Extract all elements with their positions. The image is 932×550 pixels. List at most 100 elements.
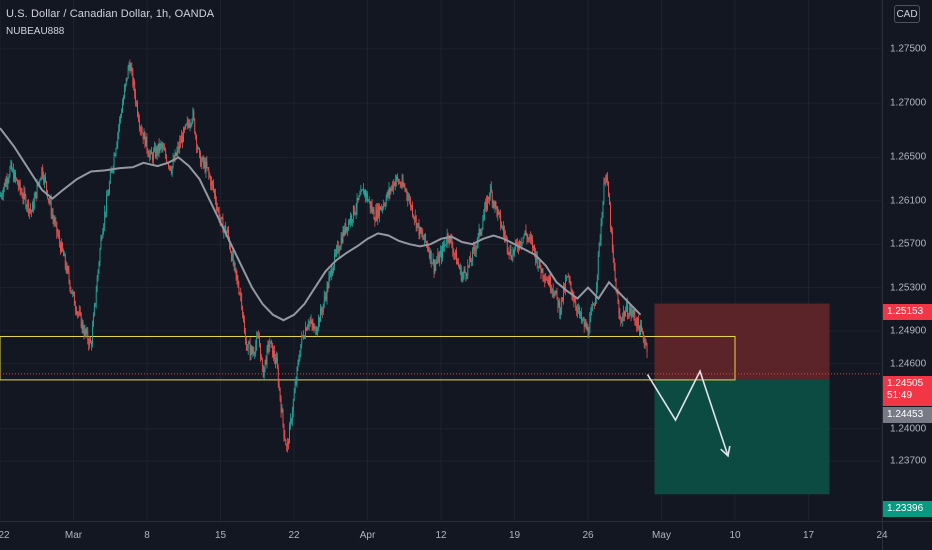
candle xyxy=(270,340,272,344)
candle xyxy=(199,147,200,159)
candle xyxy=(496,205,498,218)
candle xyxy=(287,437,289,453)
candle xyxy=(81,318,83,334)
candle xyxy=(537,266,539,272)
candle xyxy=(455,249,457,260)
author-name[interactable]: NUBEAU888 xyxy=(6,26,65,37)
candle xyxy=(489,183,491,201)
candle xyxy=(484,202,486,221)
candle xyxy=(183,126,184,143)
candle xyxy=(524,230,526,236)
candle xyxy=(1,192,2,200)
candle xyxy=(68,265,70,285)
candle xyxy=(305,326,307,332)
candle xyxy=(366,190,367,202)
candle xyxy=(414,209,416,223)
candle xyxy=(640,319,641,336)
candle xyxy=(382,199,384,211)
candle xyxy=(347,226,349,237)
candle xyxy=(119,116,121,132)
candle xyxy=(546,276,548,281)
candle xyxy=(263,366,265,379)
candle xyxy=(531,233,533,245)
candle xyxy=(355,203,357,219)
candle xyxy=(634,308,636,326)
time-tick-label: 8 xyxy=(144,530,150,541)
candle xyxy=(255,339,257,357)
candle xyxy=(274,345,275,365)
candle xyxy=(397,178,399,185)
candle xyxy=(461,271,463,283)
candle xyxy=(188,119,190,129)
currency-button[interactable]: CAD xyxy=(894,5,920,23)
candle xyxy=(398,178,400,184)
candle xyxy=(590,307,592,323)
candle xyxy=(49,196,51,205)
candle xyxy=(151,146,153,155)
candle xyxy=(360,184,362,195)
candle xyxy=(58,229,60,239)
candle xyxy=(345,218,347,235)
candle xyxy=(641,327,643,335)
candle xyxy=(291,406,293,426)
candle xyxy=(24,187,26,200)
candle xyxy=(433,259,435,279)
candle xyxy=(31,201,33,213)
candle xyxy=(610,201,611,232)
candle xyxy=(405,187,407,193)
candle xyxy=(307,319,309,330)
candle xyxy=(283,423,285,442)
candle xyxy=(158,138,160,158)
candle xyxy=(479,228,481,238)
candle xyxy=(567,272,569,278)
candle xyxy=(465,271,467,282)
candle xyxy=(601,211,603,227)
candle xyxy=(101,234,103,241)
candle xyxy=(464,266,466,273)
candle xyxy=(613,257,615,271)
candle xyxy=(128,61,130,71)
candle xyxy=(614,262,616,282)
price-tick-label: 1.23700 xyxy=(890,455,927,467)
candle xyxy=(138,111,139,123)
candle xyxy=(311,319,313,331)
candle xyxy=(384,202,386,210)
candle xyxy=(32,198,34,214)
candle xyxy=(450,233,452,244)
candle xyxy=(533,245,534,251)
candle xyxy=(299,350,301,362)
candle xyxy=(309,316,311,327)
candle xyxy=(306,324,308,331)
candle xyxy=(549,271,551,294)
candle xyxy=(190,122,192,129)
candle xyxy=(294,378,296,394)
candle xyxy=(378,203,380,219)
candle xyxy=(234,262,236,273)
candle xyxy=(580,310,581,319)
candle xyxy=(69,279,71,293)
candle xyxy=(490,181,492,193)
candle xyxy=(244,315,245,334)
candle xyxy=(169,165,171,172)
candle xyxy=(620,315,622,327)
candle xyxy=(143,128,145,140)
candle xyxy=(80,312,82,329)
price-tick-label: 1.27000 xyxy=(890,97,927,109)
candle-countdown: 51:49 xyxy=(887,390,913,401)
price-tick-label: 1.24900 xyxy=(890,325,927,337)
candle xyxy=(111,169,113,173)
stop-price-label: 1.25153 xyxy=(883,304,932,320)
candle xyxy=(304,335,305,340)
candle xyxy=(427,240,428,252)
candle xyxy=(425,233,427,243)
candle xyxy=(217,206,219,214)
candle xyxy=(88,338,90,351)
candle xyxy=(478,223,480,240)
candle xyxy=(98,260,100,274)
candle xyxy=(406,188,408,201)
candle xyxy=(472,247,473,266)
candle xyxy=(548,275,549,286)
candle xyxy=(492,199,494,210)
price-tick-label: 1.26500 xyxy=(890,151,927,163)
